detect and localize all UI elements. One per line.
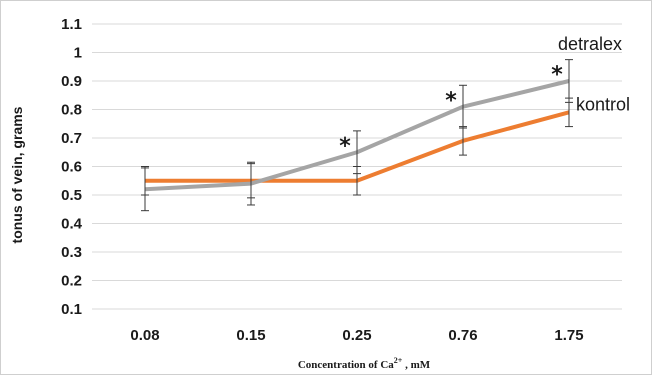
series-labels: detralex kontrol bbox=[558, 34, 630, 114]
significance-marker: * bbox=[339, 134, 351, 159]
x-axis-label: Concentration of Ca2+ , mM bbox=[298, 356, 431, 371]
x-tick-label: 0.25 bbox=[342, 327, 371, 344]
x-axis-label-superscript: 2+ bbox=[394, 356, 403, 365]
y-tick-label: 0.2 bbox=[61, 273, 82, 290]
y-tick-label: 0.7 bbox=[61, 130, 82, 147]
y-tick-label: 0.6 bbox=[61, 159, 82, 176]
error-bar-detralex bbox=[459, 84, 467, 129]
x-axis-label-prefix: Concentration of Ca bbox=[298, 359, 394, 371]
y-tick-labels: 0.1 0.2 0.3 0.4 0.5 0.6 0.7 0.8 0.9 1 1.1 bbox=[61, 16, 83, 318]
y-tick-label: 0.4 bbox=[61, 216, 83, 233]
x-tick-label: 1.75 bbox=[554, 327, 583, 344]
series-label-detralex: detralex bbox=[558, 34, 622, 54]
error-bar-detralex bbox=[141, 167, 149, 212]
annotations: * * * bbox=[339, 63, 563, 159]
x-tick-labels: 0.08 0.15 0.25 0.76 1.75 bbox=[130, 327, 583, 344]
error-bar-detralex bbox=[353, 130, 361, 175]
y-tick-label: 0.5 bbox=[61, 187, 82, 204]
y-tick-label: 1 bbox=[74, 45, 82, 62]
y-tick-label: 0.8 bbox=[61, 102, 82, 119]
y-tick-label: 0.3 bbox=[61, 244, 82, 261]
x-tick-label: 0.15 bbox=[236, 327, 265, 344]
y-tick-label: 1.1 bbox=[61, 16, 82, 33]
x-tick-label: 0.76 bbox=[448, 327, 477, 344]
series-label-kontrol: kontrol bbox=[576, 94, 630, 114]
x-tick-label: 0.08 bbox=[130, 327, 159, 344]
y-axis-label: tonus of vein, grams bbox=[9, 106, 25, 243]
error-bar-detralex bbox=[247, 161, 255, 206]
error-bars bbox=[141, 59, 573, 212]
x-axis-label-suffix: , mM bbox=[402, 359, 430, 371]
significance-marker: * bbox=[551, 63, 563, 88]
y-tick-label: 0.9 bbox=[61, 73, 82, 90]
error-bar-detralex bbox=[565, 59, 573, 103]
significance-marker: * bbox=[445, 88, 457, 113]
gridlines bbox=[92, 23, 622, 310]
y-tick-label: 0.1 bbox=[61, 301, 82, 318]
